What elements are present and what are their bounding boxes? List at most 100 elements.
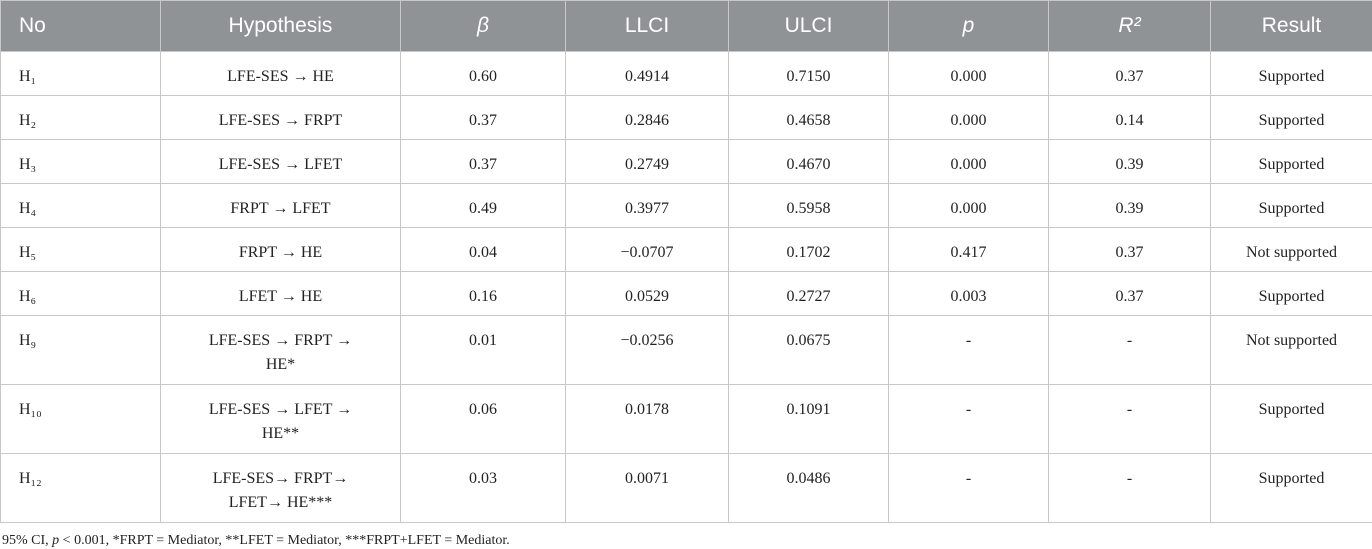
table-cell: H₃ xyxy=(1,140,161,184)
table-cell: 0.03 xyxy=(401,454,566,523)
table-cell: 0.37 xyxy=(1049,272,1211,316)
table-cell: 0.4914 xyxy=(566,52,729,96)
table-cell: 0.37 xyxy=(401,96,566,140)
table-cell: Supported xyxy=(1211,385,1372,454)
table-cell: 0.4670 xyxy=(729,140,889,184)
header-cell: Result xyxy=(1211,1,1372,52)
table-cell: - xyxy=(889,454,1049,523)
table-cell: LFE-SES→ FRPT→LFET→ HE*** xyxy=(161,454,401,523)
cell-line: LFE-SES→ FRPT→ xyxy=(165,467,396,491)
table-cell: H₄ xyxy=(1,184,161,228)
table-cell: 0.0071 xyxy=(566,454,729,523)
table-cell: 0.5958 xyxy=(729,184,889,228)
table-cell: 0.04 xyxy=(401,228,566,272)
table-cell: - xyxy=(1049,385,1211,454)
table-cell: 0.000 xyxy=(889,52,1049,96)
table-cell: Not supported xyxy=(1211,228,1372,272)
table-cell: 0.7150 xyxy=(729,52,889,96)
header-cell: β xyxy=(401,1,566,52)
table-cell: 0.000 xyxy=(889,140,1049,184)
footnote-part: 95% CI, xyxy=(2,533,52,548)
table-cell: 0.0529 xyxy=(566,272,729,316)
table-cell: H₆ xyxy=(1,272,161,316)
table-cell: H₅ xyxy=(1,228,161,272)
table-cell: - xyxy=(1049,316,1211,385)
table-cell: - xyxy=(889,316,1049,385)
table-cell: 0.003 xyxy=(889,272,1049,316)
table-cell: - xyxy=(889,385,1049,454)
table-cell: LFE-SES → LFET xyxy=(161,140,401,184)
table-cell: 0.37 xyxy=(1049,228,1211,272)
table-cell: Supported xyxy=(1211,96,1372,140)
table-cell: H₂ xyxy=(1,96,161,140)
table-cell: LFET → HE xyxy=(161,272,401,316)
table-cell: 0.0675 xyxy=(729,316,889,385)
table-cell: 0.0486 xyxy=(729,454,889,523)
table-cell: 0.000 xyxy=(889,96,1049,140)
table-cell: 0.2749 xyxy=(566,140,729,184)
table-cell: H₉ xyxy=(1,316,161,385)
footnote: 95% CI, p < 0.001, *FRPT = Mediator, **L… xyxy=(2,533,1372,549)
table-cell: FRPT → HE xyxy=(161,228,401,272)
table-cell: 0.37 xyxy=(1049,52,1211,96)
table-cell: H₁₀ xyxy=(1,385,161,454)
cell-line: LFE-SES → LFET → xyxy=(165,398,396,422)
table-cell: 0.3977 xyxy=(566,184,729,228)
header-cell: p xyxy=(889,1,1049,52)
table-cell: 0.2846 xyxy=(566,96,729,140)
table-cell: 0.4658 xyxy=(729,96,889,140)
table-cell: 0.49 xyxy=(401,184,566,228)
table-cell: LFE-SES → LFET →HE** xyxy=(161,385,401,454)
table-cell: 0.01 xyxy=(401,316,566,385)
header-cell: Hypothesis xyxy=(161,1,401,52)
table-cell: 0.1702 xyxy=(729,228,889,272)
header-cell: R² xyxy=(1049,1,1211,52)
table-cell: Supported xyxy=(1211,140,1372,184)
table-cell: 0.1091 xyxy=(729,385,889,454)
table-cell: 0.2727 xyxy=(729,272,889,316)
header-cell: No xyxy=(1,1,161,52)
table-cell: 0.37 xyxy=(401,140,566,184)
table-cell: 0.0178 xyxy=(566,385,729,454)
table-cell: 0.417 xyxy=(889,228,1049,272)
table-cell: 0.000 xyxy=(889,184,1049,228)
cell-line: LFET→ HE*** xyxy=(165,491,396,515)
cell-line: HE** xyxy=(165,422,396,446)
table-cell: H₁₂ xyxy=(1,454,161,523)
table-cell: 0.39 xyxy=(1049,140,1211,184)
header-cell: LLCI xyxy=(566,1,729,52)
cell-line: LFE-SES → FRPT → xyxy=(165,329,396,353)
table-cell: H₁ xyxy=(1,52,161,96)
footnote-part: < 0.001, *FRPT = Mediator, **LFET = Medi… xyxy=(59,533,510,548)
cell-line: HE* xyxy=(165,353,396,377)
table-cell: 0.60 xyxy=(401,52,566,96)
table-cell: Supported xyxy=(1211,184,1372,228)
table-cell: FRPT → LFET xyxy=(161,184,401,228)
table-cell: 0.14 xyxy=(1049,96,1211,140)
table-cell: Supported xyxy=(1211,454,1372,523)
table-cell: Supported xyxy=(1211,272,1372,316)
table-cell: LFE-SES → FRPT →HE* xyxy=(161,316,401,385)
table-cell: 0.39 xyxy=(1049,184,1211,228)
table-cell: 0.06 xyxy=(401,385,566,454)
table-cell: 0.16 xyxy=(401,272,566,316)
table-cell: −0.0256 xyxy=(566,316,729,385)
table-cell: LFE-SES → HE xyxy=(161,52,401,96)
table-cell: −0.0707 xyxy=(566,228,729,272)
table-cell: - xyxy=(1049,454,1211,523)
table-cell: Supported xyxy=(1211,52,1372,96)
table-cell: Not supported xyxy=(1211,316,1372,385)
